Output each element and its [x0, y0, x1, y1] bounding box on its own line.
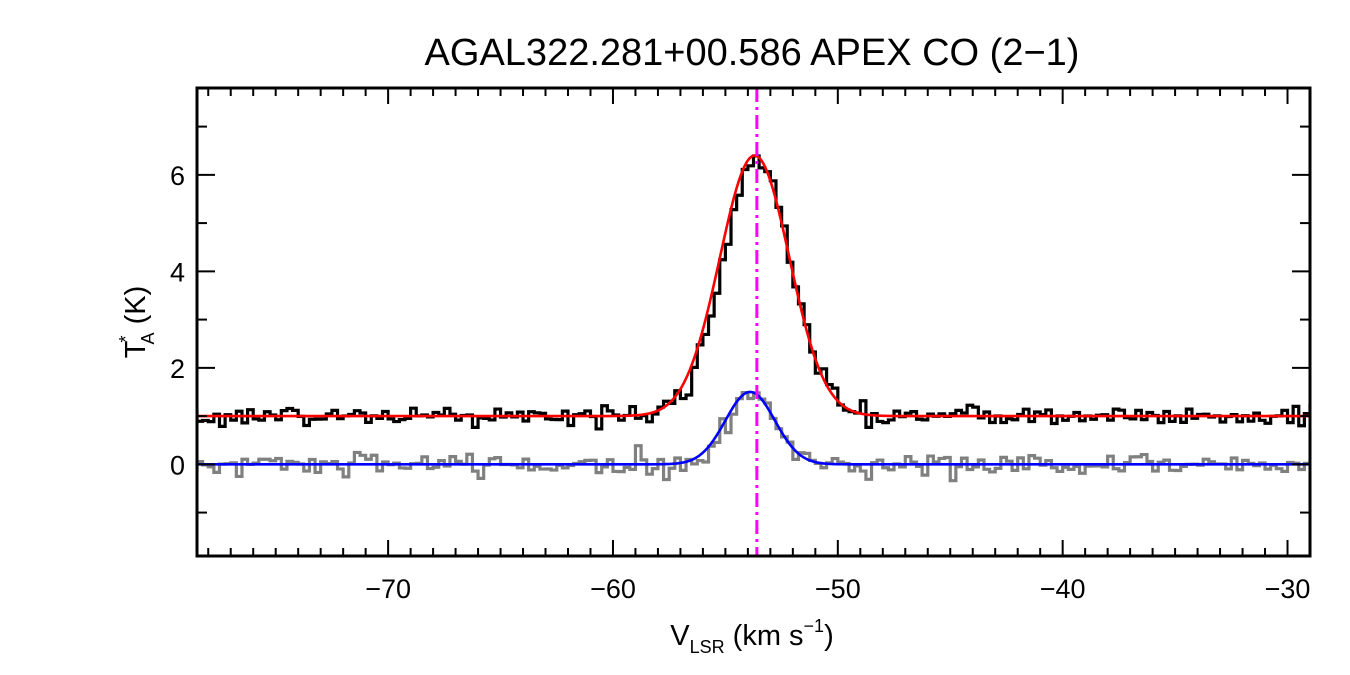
x-tick-labels: −70 −60 −50 −40 −30: [365, 574, 1310, 604]
y-axis-label: T* A (K): [116, 286, 158, 358]
chart-title: AGAL322.281+00.586 APEX CO (2−1): [425, 32, 1080, 74]
x-tick-label: −30: [1265, 574, 1311, 604]
y-tick-label: 6: [170, 161, 185, 191]
x-tick-label: −70: [365, 574, 411, 604]
y-tick-label: 0: [170, 450, 185, 480]
fit-curve-1: [197, 154, 1310, 418]
tick-layer: [197, 88, 1311, 556]
y-tick-label: 4: [170, 257, 185, 287]
x-axis-label: VLSR (km s−1): [670, 616, 834, 657]
plot-frame: [195, 86, 1312, 558]
y-tick-labels: 0 2 4 6: [170, 161, 185, 480]
x-tick-label: −60: [590, 574, 636, 604]
y-tick-label: 2: [170, 354, 185, 384]
fit-curve-3: [197, 390, 1310, 466]
x-tick-label: −40: [1040, 574, 1086, 604]
x-tick-label: −50: [815, 574, 861, 604]
